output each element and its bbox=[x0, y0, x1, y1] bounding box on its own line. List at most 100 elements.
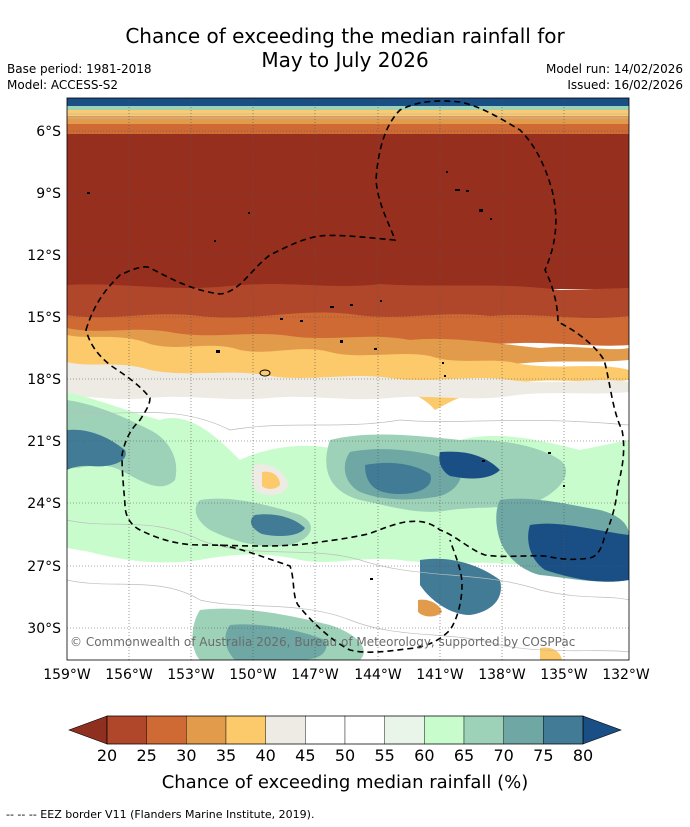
contour-2 bbox=[67, 519, 629, 601]
island-m bbox=[300, 320, 303, 322]
wet-patch-center-east bbox=[439, 451, 500, 479]
islands bbox=[87, 171, 565, 580]
band-top-dark bbox=[67, 98, 629, 108]
title-line-2: May to July 2026 bbox=[261, 48, 429, 72]
island-p bbox=[374, 348, 377, 350]
model-run-text: Model run: 14/02/2026 bbox=[545, 62, 683, 76]
island-a bbox=[87, 192, 90, 194]
lat-tick: 24°S bbox=[27, 496, 61, 512]
base-period-text: Base period: 1981-2018 bbox=[7, 62, 152, 76]
island-c bbox=[214, 240, 216, 242]
lat-tick: 21°S bbox=[27, 434, 61, 450]
meta-left: Base period: 1981-2018 Model: ACCESS-S2 bbox=[7, 61, 152, 93]
wet-patch-south-bottom-core bbox=[225, 624, 327, 660]
island-o bbox=[216, 350, 220, 353]
colorbar-tick-label: 25 bbox=[136, 746, 156, 765]
island-f bbox=[466, 190, 469, 192]
colorbar: 20 25 30 35 40 45 50 55 60 65 70 75 80 Chance of exc… bbox=[68, 715, 622, 793]
colorbar-bin bbox=[225, 715, 266, 745]
gridlines bbox=[67, 98, 629, 660]
colorbar-frame bbox=[106, 715, 584, 745]
colorbar-bin bbox=[305, 715, 346, 745]
lon-tick: 135°W bbox=[540, 667, 588, 683]
island-k bbox=[380, 300, 382, 302]
island-v bbox=[563, 485, 565, 487]
colorbar-tick-label: 75 bbox=[533, 746, 553, 765]
contour-1 bbox=[67, 409, 629, 431]
colorbar-bin bbox=[463, 715, 504, 745]
colorbar-tick-label: 30 bbox=[176, 746, 196, 765]
island-ring bbox=[259, 369, 271, 377]
wet-patch-south-mid-core bbox=[250, 514, 305, 536]
band-top-orange bbox=[67, 116, 629, 126]
island-i bbox=[330, 306, 334, 308]
colorbar-tick-label: 45 bbox=[295, 746, 315, 765]
lat-tick: 9°S bbox=[36, 186, 61, 202]
dry-spot-southeast bbox=[418, 599, 442, 617]
lon-tick: 159°W bbox=[43, 667, 91, 683]
band-top-teal bbox=[67, 106, 629, 112]
colorbar-bin bbox=[503, 715, 544, 745]
rainfall-field bbox=[67, 98, 629, 660]
model-text: Model: ACCESS-S2 bbox=[7, 78, 119, 92]
wet-patch-center-core bbox=[365, 462, 431, 494]
colorbar-tick-label: 80 bbox=[573, 746, 593, 765]
lat-axis: 6°S 9°S 12°S 15°S 18°S 21°S 24°S 27°S 30… bbox=[27, 124, 61, 637]
colorbar-tick-label: 35 bbox=[216, 746, 236, 765]
contour-3 bbox=[67, 579, 629, 653]
band-yellow bbox=[67, 335, 629, 410]
lat-tick: 12°S bbox=[27, 248, 61, 264]
lon-tick: 153°W bbox=[167, 667, 215, 683]
dry-spot-bottom-right bbox=[540, 647, 562, 660]
island-e bbox=[455, 189, 460, 191]
island-t bbox=[548, 452, 551, 454]
meta-right: Model run: 14/02/2026 Issued: 16/02/2026 bbox=[546, 61, 683, 93]
title-line-1: Chance of exceeding the median rainfall … bbox=[125, 24, 565, 48]
colorbar-bin bbox=[543, 715, 584, 745]
colorbar-arrow-high bbox=[582, 715, 622, 745]
colorbar-bin bbox=[424, 715, 465, 745]
copyright-text: © Commonwealth of Australia 2026, Bureau… bbox=[70, 635, 575, 649]
island-h bbox=[490, 218, 492, 220]
island-d bbox=[446, 171, 448, 173]
colorbar-tick-label: 65 bbox=[454, 746, 474, 765]
lon-tick: 150°W bbox=[229, 667, 277, 683]
map-frame bbox=[66, 97, 630, 661]
lon-tick: 147°W bbox=[291, 667, 339, 683]
lat-tick: 15°S bbox=[27, 310, 61, 326]
lon-tick: 138°W bbox=[478, 667, 526, 683]
dry-spot-south-core bbox=[262, 471, 280, 489]
contour-lines bbox=[67, 113, 629, 653]
island-l bbox=[280, 318, 283, 320]
lon-tick: 156°W bbox=[105, 667, 153, 683]
colorbar-tick-label: 50 bbox=[335, 746, 355, 765]
eez-border-main bbox=[85, 100, 625, 561]
island-s bbox=[482, 460, 485, 462]
lon-axis: 159°W 156°W 153°W 150°W 147°W 144°W 141°… bbox=[43, 667, 650, 683]
colorbar-bin bbox=[146, 715, 187, 745]
island-g bbox=[479, 209, 483, 212]
colorbar-bin bbox=[186, 715, 227, 745]
lon-tick: 132°W bbox=[602, 667, 650, 683]
island-n bbox=[340, 340, 343, 343]
colorbar-tick-label: 70 bbox=[493, 746, 513, 765]
colorbar-bin bbox=[106, 715, 147, 745]
band-main-dry bbox=[67, 134, 629, 289]
colorbar-tick-label: 20 bbox=[97, 746, 117, 765]
colorbar-tick-label: 55 bbox=[374, 746, 394, 765]
lat-tick: 30°S bbox=[27, 621, 61, 637]
island-j bbox=[350, 304, 353, 306]
colorbar-tick-label: 40 bbox=[255, 746, 275, 765]
map-title: Chance of exceeding the median rainfall … bbox=[0, 24, 690, 72]
lat-tick: 18°S bbox=[27, 372, 61, 388]
colorbar-tick-label: 60 bbox=[414, 746, 434, 765]
lat-tick: 27°S bbox=[27, 559, 61, 575]
eez-border-south bbox=[219, 539, 463, 653]
colorbar-bin bbox=[265, 715, 306, 745]
eez-footnote: -- -- -- EEZ border V11 (Flanders Marine… bbox=[6, 808, 315, 821]
issued-text: Issued: 16/02/2026 bbox=[567, 78, 683, 92]
lon-tick: 141°W bbox=[416, 667, 464, 683]
colorbar-bin bbox=[344, 715, 385, 745]
wet-patch-west-core bbox=[67, 429, 126, 470]
